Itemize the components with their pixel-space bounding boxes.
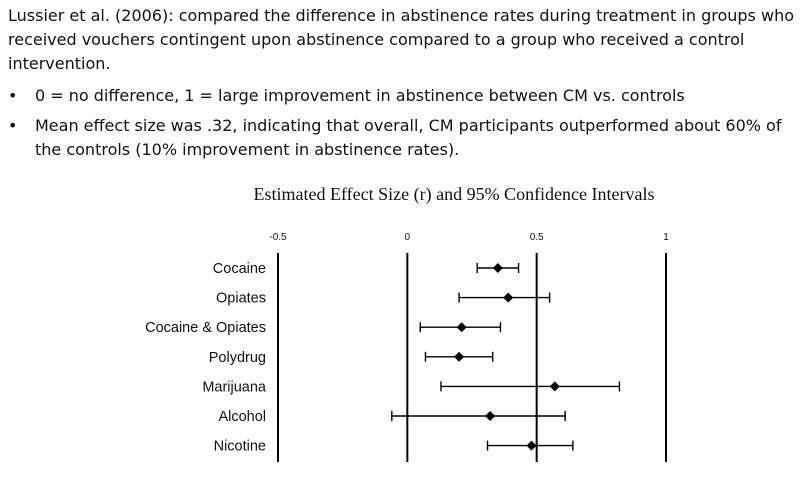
forest-row: Opiates — [216, 291, 551, 307]
category-label: Marijuana — [202, 379, 267, 395]
forest-row: Marijuana — [202, 379, 621, 395]
chart-title: Estimated Effect Size (r) and 95% Confid… — [253, 184, 654, 205]
plot-rows: Cocaine Opiates Cocaine & Opiates Polydrug M… — [145, 261, 621, 455]
forest-row: Cocaine & Opiates — [145, 320, 502, 336]
category-label: Opiates — [216, 291, 266, 307]
forest-row: Nicotine — [214, 439, 574, 455]
category-label: Nicotine — [214, 439, 266, 455]
forest-row: Polydrug — [209, 350, 494, 366]
reference-lines — [277, 253, 667, 462]
category-label: Alcohol — [218, 409, 266, 425]
estimate-marker — [526, 440, 537, 451]
intro-text: Lussier et al. (2006): compared the diff… — [8, 4, 798, 168]
x-tick-label: 0.5 — [530, 232, 544, 243]
estimate-marker — [485, 411, 496, 421]
x-axis-ticks: -0.5 0 0.5 1 — [269, 232, 669, 243]
x-tick-label: 0 — [405, 232, 411, 243]
x-tick-label: 1 — [663, 232, 669, 243]
x-tick-label: -0.5 — [269, 232, 287, 243]
estimate-marker — [454, 351, 465, 362]
bullet-item: Mean effect size was .32, indicating tha… — [8, 114, 798, 162]
estimate-marker — [456, 322, 467, 333]
category-label: Cocaine & Opiates — [145, 320, 266, 336]
category-label: Polydrug — [209, 350, 266, 366]
forest-row: Alcohol — [218, 409, 566, 425]
estimate-marker — [549, 381, 560, 392]
bullet-list: 0 = no difference, 1 = large improvement… — [8, 84, 798, 162]
forest-row: Cocaine — [213, 261, 520, 277]
category-label: Cocaine — [213, 261, 266, 277]
intro-paragraph: Lussier et al. (2006): compared the diff… — [8, 6, 794, 73]
bullet-item: 0 = no difference, 1 = large improvement… — [8, 84, 798, 108]
estimate-marker — [503, 292, 514, 303]
estimate-marker — [492, 263, 503, 273]
